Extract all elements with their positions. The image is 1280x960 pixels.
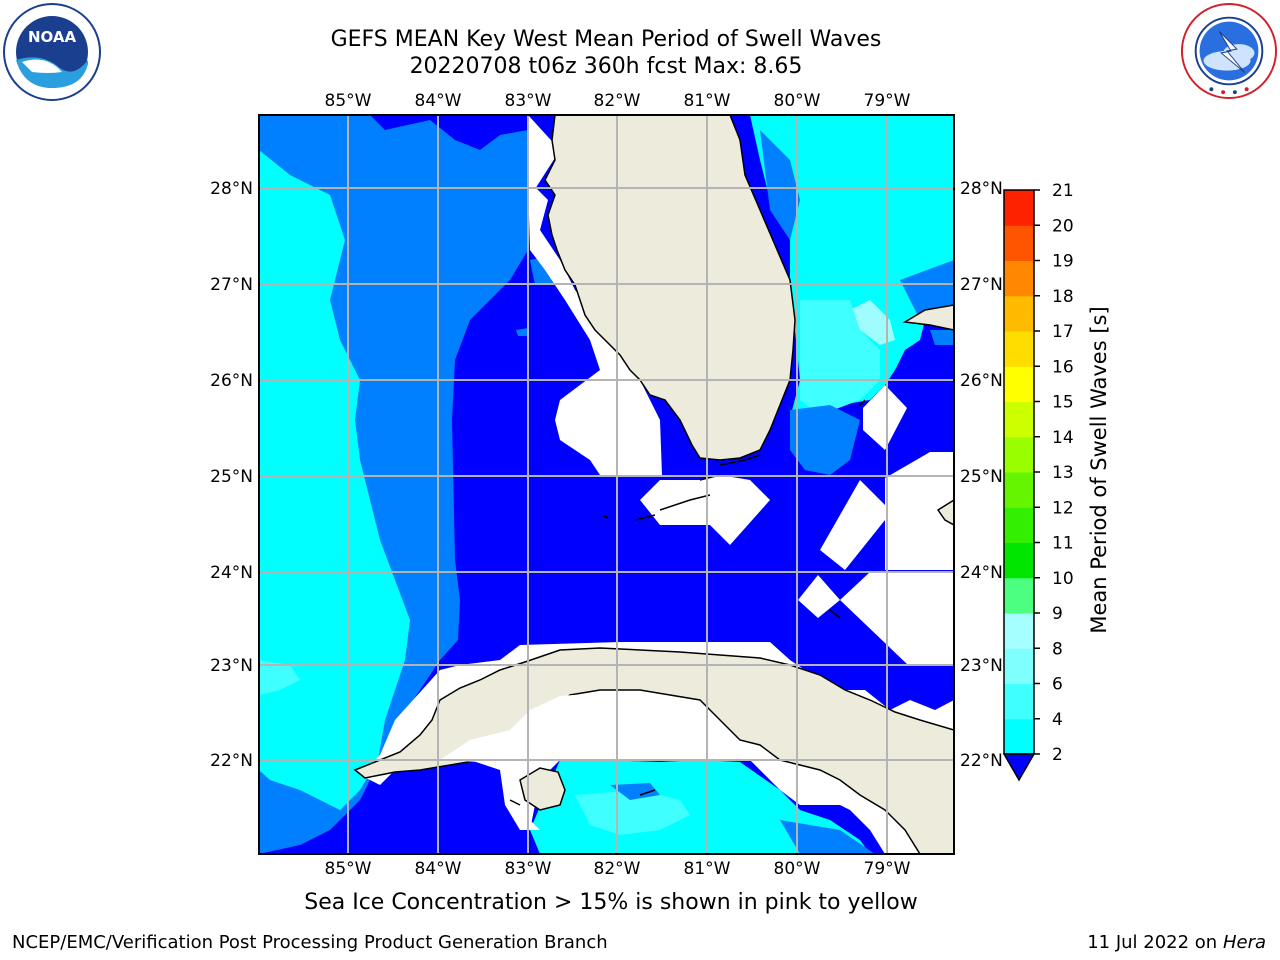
lat-labels-right: 28°N 27°N 26°N 25°N 24°N 23°N 22°N [960, 179, 1003, 771]
lat-label: 27°N [210, 275, 253, 295]
colorbar-tick-label: 13 [1052, 463, 1074, 483]
lat-labels-left: 28°N 27°N 26°N 25°N 24°N 23°N 22°N [210, 179, 253, 771]
chart-title: GEFS MEAN Key West Mean Period of Swell … [330, 27, 882, 52]
lon-labels-bottom: 85°W 84°W 83°W 82°W 81°W 80°W 79°W [325, 859, 911, 879]
nws-logo [1180, 2, 1278, 100]
lat-label: 28°N [960, 179, 1003, 199]
colorbar-segment [1004, 718, 1034, 755]
footer-date: 11 Jul 2022 on Hera [1087, 932, 1266, 953]
colorbar-tick-label: 21 [1052, 181, 1074, 201]
lon-label: 79°W [864, 91, 911, 111]
colorbar-tick-label: 20 [1052, 216, 1074, 236]
lat-label: 24°N [210, 563, 253, 583]
lon-label: 85°W [325, 91, 372, 111]
colorbar-segment [1004, 613, 1034, 649]
colorbar-tick-label: 4 [1052, 710, 1063, 730]
colorbar-tick-label: 11 [1052, 534, 1074, 554]
colorbar-tick-label: 15 [1052, 393, 1074, 413]
lat-label: 27°N [960, 275, 1003, 295]
swell-contour-pale-east [850, 300, 895, 345]
colorbar-segment [1004, 225, 1034, 261]
lat-label: 25°N [210, 467, 253, 487]
lon-label: 82°W [594, 91, 641, 111]
noaa-logo: NOAA [3, 3, 101, 101]
colorbar-segment [1004, 436, 1034, 473]
colorbar-segment [1004, 260, 1034, 297]
footer-date-text: 11 Jul 2022 on [1087, 932, 1218, 953]
lat-label: 25°N [960, 467, 1003, 487]
colorbar-tick-label: 8 [1052, 639, 1063, 659]
swell-contour-lightcyan-east [800, 300, 880, 415]
florida-keys [634, 454, 761, 521]
lat-label: 23°N [960, 656, 1003, 676]
lon-label: 81°W [684, 91, 731, 111]
colorbar-tick-label: 6 [1052, 675, 1063, 695]
footer-credit: NCEP/EMC/Verification Post Processing Pr… [12, 932, 608, 953]
colorbar-segment [1004, 331, 1034, 367]
colorbar-tick-label: 9 [1052, 604, 1063, 624]
colorbar-tick-label: 12 [1052, 498, 1074, 518]
lon-labels-top: 85°W 84°W 83°W 82°W 81°W 80°W 79°W [325, 91, 911, 111]
colorbar-tick-label: 2 [1052, 745, 1063, 765]
swell-contour-mid-blue-east [760, 130, 800, 240]
lat-label: 26°N [210, 371, 253, 391]
lat-label: 26°N [960, 371, 1003, 391]
footer-machine: Hera [1222, 932, 1266, 953]
colorbar-segment [1004, 295, 1034, 332]
colorbar-extend-min [1002, 753, 1036, 782]
colorbar-segment [1004, 683, 1034, 720]
colorbar-tick-label: 19 [1052, 252, 1074, 272]
colorbar-tick-label: 16 [1052, 357, 1074, 377]
lat-label: 23°N [210, 656, 253, 676]
lon-label: 83°W [505, 859, 552, 879]
colorbar-segment [1004, 542, 1034, 579]
lon-label: 82°W [594, 859, 641, 879]
lon-label: 83°W [505, 91, 552, 111]
lon-label: 80°W [774, 859, 821, 879]
lon-label: 79°W [864, 859, 911, 879]
chart-subtitle: 20220708 t06z 360h fcst Max: 8.65 [409, 54, 803, 79]
graticule [259, 115, 954, 854]
colorbar: 2 4 6 8 9 10 11 12 13 14 15 16 17 18 19 20 21 [1002, 181, 1074, 782]
swell-contour-lightcyan-south [575, 790, 690, 835]
lon-label: 81°W [684, 859, 731, 879]
colorbar-segment [1004, 648, 1034, 684]
lat-label: 28°N [210, 179, 253, 199]
map-area [259, 115, 954, 854]
lon-label: 85°W [325, 859, 372, 879]
swell-contour-cyan-west [259, 150, 410, 810]
colorbar-tick-label: 17 [1052, 322, 1074, 342]
lat-label: 22°N [960, 751, 1003, 771]
colorbar-tick-label: 18 [1052, 287, 1074, 307]
map-frame [258, 114, 955, 855]
colorbar-tick-label: 10 [1052, 569, 1074, 589]
swell-contour-lightcyan-west [259, 660, 300, 695]
lon-label: 80°W [774, 91, 821, 111]
noaa-logo-text: NOAA [28, 28, 77, 46]
colorbar-segment [1004, 366, 1034, 402]
lon-label: 84°W [415, 91, 462, 111]
colorbar-segment [1004, 507, 1034, 543]
colorbar-segment [1004, 190, 1034, 226]
colorbar-segment [1004, 577, 1034, 614]
colorbar-tick-label: 14 [1052, 428, 1074, 448]
lat-label: 22°N [210, 751, 253, 771]
colorbar-label: Mean Period of Swell Waves [s] [1087, 306, 1111, 633]
lon-label: 84°W [415, 859, 462, 879]
lat-label: 24°N [960, 563, 1003, 583]
colorbar-segment [1004, 472, 1034, 508]
sea-ice-note: Sea Ice Concentration > 15% is shown in … [304, 890, 918, 915]
colorbar-segment [1004, 401, 1034, 438]
land-florida [544, 115, 796, 461]
